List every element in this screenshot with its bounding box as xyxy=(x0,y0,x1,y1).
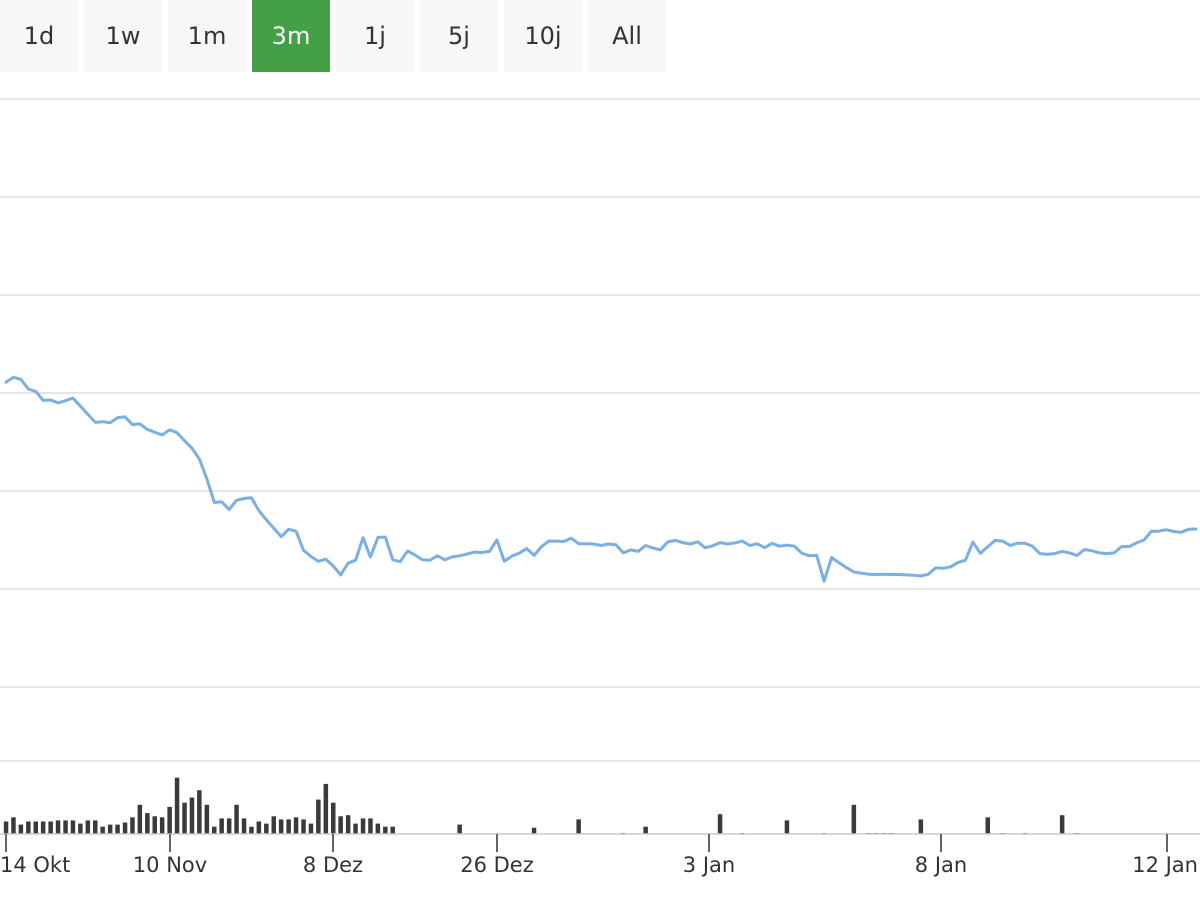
volume-bar xyxy=(40,821,46,834)
volume-bar xyxy=(55,820,61,834)
volume-bar xyxy=(107,824,113,834)
volume-bar xyxy=(717,814,723,834)
volume-bar xyxy=(286,819,291,834)
x-tick-label: 14 Okt xyxy=(0,853,70,877)
volume-bar xyxy=(368,818,373,834)
volume-bar xyxy=(784,820,790,834)
volume-bar xyxy=(174,777,180,834)
volume-bar xyxy=(390,826,395,834)
volume-bar xyxy=(234,804,239,834)
grid-lines xyxy=(0,98,1200,762)
volume-bar xyxy=(18,824,24,834)
volume-bar xyxy=(457,824,462,834)
volume-bar xyxy=(152,816,157,834)
volume-bar xyxy=(249,826,254,834)
volume-bar xyxy=(115,824,120,834)
range-button-1w[interactable]: 1w xyxy=(84,0,162,72)
volume-bar xyxy=(985,817,990,834)
volume-bar xyxy=(278,819,284,834)
volume-bar xyxy=(1059,815,1065,834)
volume-bar xyxy=(643,826,648,834)
volume-bar xyxy=(85,820,91,834)
x-tick-label: 8 Jan xyxy=(915,853,967,877)
volume-bar xyxy=(204,804,210,834)
volume-bar xyxy=(159,817,165,834)
volume-bar xyxy=(137,804,143,834)
x-tick-label: 10 Nov xyxy=(133,853,207,877)
volume-bar xyxy=(531,827,537,834)
volume-bar xyxy=(167,806,172,834)
range-button-1m[interactable]: 1m xyxy=(168,0,246,72)
volume-bar xyxy=(48,821,53,834)
volume-bars xyxy=(3,777,1080,834)
volume-bar xyxy=(145,813,150,834)
range-button-1j[interactable]: 1j xyxy=(336,0,414,72)
volume-bar xyxy=(33,821,38,834)
x-tick-label: 3 Jan xyxy=(683,853,735,877)
volume-bar xyxy=(122,822,128,834)
volume-bar xyxy=(331,802,336,834)
volume-bar xyxy=(70,820,76,834)
volume-bar xyxy=(264,823,269,834)
volume-bar xyxy=(3,821,9,834)
volume-bar xyxy=(271,816,276,834)
volume-bar xyxy=(219,818,224,834)
volume-bar xyxy=(78,823,83,834)
volume-bar xyxy=(353,823,358,834)
x-tick-label: 8 Dez xyxy=(303,853,363,877)
volume-bar xyxy=(918,819,924,834)
x-axis-ticks: 14 Okt 10 Nov 8 Dez 26 Dez 3 Jan 8 Jan 12 Jan xyxy=(0,834,1198,877)
volume-bar xyxy=(26,821,31,834)
volume-bar xyxy=(93,820,98,834)
x-tick-label: 12 Jan xyxy=(1132,853,1198,877)
range-button-all[interactable]: All xyxy=(588,0,666,72)
volume-bar xyxy=(241,818,247,834)
volume-bar xyxy=(338,816,343,834)
volume-bar xyxy=(226,818,232,834)
volume-bar xyxy=(851,804,857,834)
volume-bar xyxy=(182,802,187,834)
volume-bar xyxy=(189,797,195,834)
volume-bar xyxy=(11,817,16,834)
volume-bar xyxy=(197,790,202,834)
volume-bar xyxy=(383,826,388,834)
volume-bar xyxy=(316,799,321,834)
volume-bar xyxy=(360,818,366,834)
volume-bar xyxy=(375,823,381,834)
range-button-3m[interactable]: 3m xyxy=(252,0,330,72)
volume-bar xyxy=(212,826,217,834)
volume-bar xyxy=(301,819,306,834)
volume-bar xyxy=(293,817,299,834)
price-series-line xyxy=(4,375,1198,583)
volume-bar xyxy=(345,815,351,834)
range-button-10j[interactable]: 10j xyxy=(504,0,582,72)
volume-bar xyxy=(256,821,262,834)
volume-bar xyxy=(63,820,68,834)
volume-bar xyxy=(100,826,105,834)
range-button-5j[interactable]: 5j xyxy=(420,0,498,72)
volume-bar xyxy=(323,783,329,834)
range-selector: 1d 1w 1m 3m 1j 5j 10j All xyxy=(0,0,672,72)
x-tick-label: 26 Dez xyxy=(460,853,534,877)
volume-bar xyxy=(308,823,314,834)
volume-bar xyxy=(130,817,135,834)
volume-bar xyxy=(576,819,581,834)
range-button-1d[interactable]: 1d xyxy=(0,0,78,72)
